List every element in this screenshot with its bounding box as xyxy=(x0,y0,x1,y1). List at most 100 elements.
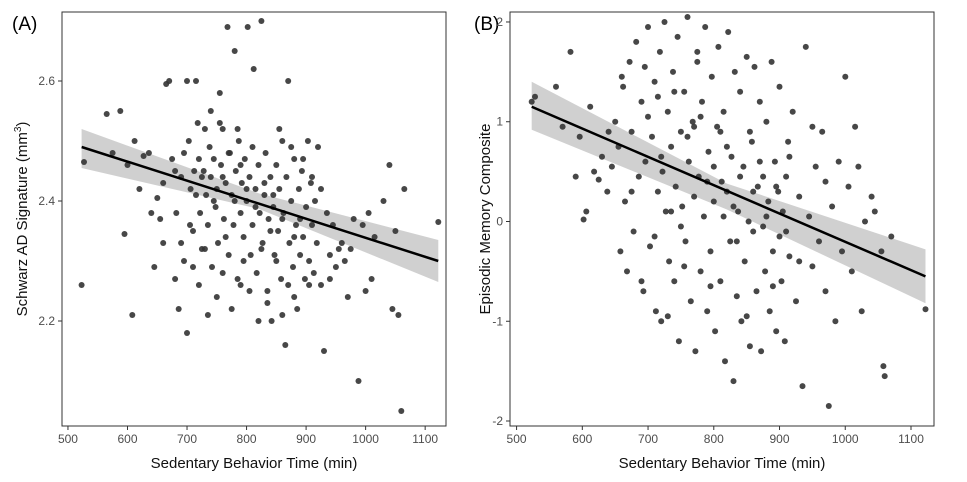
panel-a-data-point xyxy=(279,216,286,222)
panel-a-data-point xyxy=(267,174,274,180)
panel-a-data-point xyxy=(195,156,202,162)
panel-a-ci-band xyxy=(81,129,439,282)
panel-a-data-point xyxy=(294,306,301,312)
panel-a-x-tick-label: 700 xyxy=(177,432,197,446)
panel-b-data-point xyxy=(845,183,852,190)
panel-a-data-point xyxy=(219,126,226,132)
panel-a-data-point xyxy=(285,78,292,84)
panel-b-data-point xyxy=(760,223,767,230)
panel-a-data-point xyxy=(288,144,295,150)
panel-b-data-point xyxy=(587,103,594,110)
panel-b-data-point xyxy=(645,113,651,120)
panel-b-data-point xyxy=(842,73,849,80)
panel-b-data-point xyxy=(689,118,696,125)
panel-b-data-point xyxy=(835,158,842,165)
panel-b-data-point xyxy=(754,183,761,190)
panel-b-data-point xyxy=(756,98,763,105)
panel-b-data-point xyxy=(727,238,734,245)
panel-b-data-point xyxy=(679,203,686,210)
panel-b-data-point xyxy=(664,108,671,115)
panel-a-data-point xyxy=(255,162,262,168)
panel-b-data-point xyxy=(661,19,668,25)
panel-b-data-point xyxy=(775,188,782,195)
panel-b-data-point xyxy=(746,128,753,135)
panel-a-data-point xyxy=(190,228,196,234)
panel-b-data-point xyxy=(662,208,669,215)
panel-b-data-point xyxy=(712,328,719,335)
panel-a-data-point xyxy=(262,150,269,156)
panel-b-data-point xyxy=(699,98,705,105)
panel-a-data-point xyxy=(253,270,260,276)
panel-b-y-ticks: -2 -1 0 1 2 xyxy=(492,15,510,428)
panel-b-data-point xyxy=(710,163,717,170)
panel-a-y-axis-title-close: ) xyxy=(14,122,31,127)
panel-b-data-point xyxy=(559,123,566,130)
panel-b-data-point xyxy=(762,268,769,275)
panel-a-data-point xyxy=(246,288,253,294)
panel-b-data-point xyxy=(880,363,887,370)
panel-b-data-point xyxy=(700,213,707,220)
panel-a-data-point xyxy=(288,198,295,204)
panel-a-data-point xyxy=(187,222,193,228)
panel-b-data-point xyxy=(796,193,803,200)
panel-b-data-point xyxy=(737,88,744,95)
panel-b-data-point xyxy=(746,343,753,350)
panel-b-fit-line xyxy=(531,105,926,278)
panel-a-data-point xyxy=(209,264,215,270)
panel-b-data-point xyxy=(750,228,757,235)
panel-b-data-point xyxy=(674,33,681,40)
panel-a-ci-band-layer xyxy=(81,129,439,282)
panel-a-data-point xyxy=(279,138,286,144)
panel-b-data-point xyxy=(671,88,678,95)
panel-b-data-point xyxy=(718,178,725,185)
panel-a-data-point xyxy=(326,252,333,258)
panel-a-data-point xyxy=(338,240,345,246)
panel-a-data-point xyxy=(220,216,227,222)
panel-b-data-point xyxy=(878,248,885,255)
panel-a-data-point xyxy=(173,210,180,216)
panel-b-data-point xyxy=(809,263,816,270)
panel-b-data-point xyxy=(618,73,625,80)
panel-a-data-point xyxy=(240,258,247,264)
panel-a-plot-area xyxy=(61,11,447,427)
panel-a-data-point xyxy=(243,186,250,192)
panel-b-data-point xyxy=(605,128,612,135)
panel-b-y-tick-label: -2 xyxy=(492,414,503,428)
panel-a-data-point xyxy=(244,24,251,30)
panel-b-data-point xyxy=(730,203,737,210)
panel-a-data-point xyxy=(249,222,256,228)
panel-a-data-point xyxy=(321,348,327,354)
panel-a-data-point xyxy=(234,276,241,282)
panel-b-data-point xyxy=(708,73,715,80)
panel-b-data-point xyxy=(858,308,865,315)
panel-a-data-point xyxy=(291,156,298,162)
panel-a-data-point xyxy=(259,240,266,246)
panel-b-data-point xyxy=(684,14,691,20)
panel-b-data-point xyxy=(766,308,773,315)
panel-b-points xyxy=(528,14,929,409)
panel-a-data-point xyxy=(295,186,302,192)
panel-b-data-point xyxy=(649,133,655,140)
panel-b-data-point xyxy=(664,313,671,320)
panel-b-x-tick-label: 1100 xyxy=(898,432,924,446)
panel-a-y-ticks: 2.2 2.4 2.6 xyxy=(38,74,62,328)
panel-b-data-point xyxy=(760,173,767,180)
panel-b-data-point xyxy=(668,208,675,215)
panel-a-data-point xyxy=(231,48,238,54)
panel-a-data-point xyxy=(291,294,298,300)
panel-a-data-point xyxy=(318,282,324,288)
panel-a-y-axis-title: Schwarz AD Signature (mm3) xyxy=(13,122,31,317)
panel-b-data-point xyxy=(776,233,783,240)
panel-b-data-point xyxy=(677,128,684,135)
panel-b-data-point xyxy=(743,53,750,60)
panel-b-x-ticks: 500 600 700 800 900 1000 1100 xyxy=(507,426,924,446)
panel-b-data-point xyxy=(553,83,559,90)
panel-b-data-point xyxy=(822,288,829,295)
panel-b-x-tick-label: 900 xyxy=(770,432,790,446)
panel-a-data-point xyxy=(197,210,204,216)
panel-a-y-tick-label: 2.2 xyxy=(38,314,55,328)
panel-a-data-point xyxy=(332,264,339,270)
panel-a-x-ticks: 500 600 700 800 900 1000 1100 xyxy=(58,426,438,446)
panel-a-data-point xyxy=(210,198,217,204)
panel-a-data-point xyxy=(264,288,271,294)
